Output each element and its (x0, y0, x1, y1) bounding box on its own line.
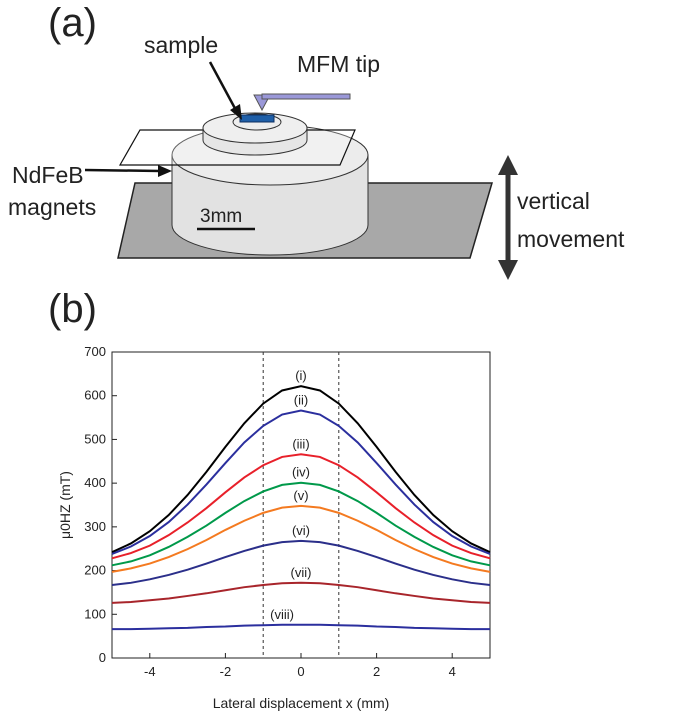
series-line (111, 539, 491, 586)
y-axis-label: μ0HZ (mT) (57, 471, 73, 539)
x-axis-label: Lateral displacement x (mm) (213, 695, 390, 711)
series-label: (iv) (292, 465, 310, 480)
y-tick-label: 600 (84, 388, 106, 403)
y-tick-label: 500 (84, 431, 106, 446)
panel-label: (a) (48, 1, 97, 45)
arrow (208, 61, 240, 115)
y-tick-label: 0 (99, 650, 106, 665)
y-tick-label: 400 (84, 475, 106, 490)
series-line (111, 581, 491, 604)
arrow-head (498, 260, 518, 280)
series-line (111, 504, 491, 573)
series-line (111, 385, 491, 554)
arrow-head (498, 155, 518, 175)
label: vertical (517, 188, 590, 214)
label: sample (144, 32, 218, 58)
diagram: (a) sample MFM tip NdFeB magnets 3mm ver… (8, 1, 625, 280)
series-line (111, 481, 491, 567)
y-tick-label: 100 (84, 606, 106, 621)
series-line (111, 409, 491, 555)
x-tick-label: 2 (373, 664, 380, 679)
arrow-head (158, 165, 172, 177)
series-label: (v) (293, 488, 308, 503)
sample (239, 114, 275, 123)
series-label: (vi) (292, 523, 310, 538)
series-label: (iii) (292, 436, 309, 451)
arrow-head (230, 104, 242, 120)
label: magnets (8, 194, 96, 220)
series-label: (i) (295, 368, 307, 383)
series-label: (ii) (294, 393, 308, 408)
label: 3mm (200, 206, 242, 227)
y-tick-label: 300 (84, 519, 106, 534)
label: MFM tip (297, 51, 380, 77)
arrow (84, 168, 161, 173)
panel-label: (b) (48, 287, 97, 331)
series-label: (vii) (291, 565, 312, 580)
y-tick-label: 200 (84, 563, 106, 578)
series-label: (viii) (270, 607, 294, 622)
cantilever (261, 93, 351, 100)
chart: (b) Lateral displacement x (mm) μ0HZ (mT… (48, 287, 491, 711)
label: NdFeB (12, 162, 84, 188)
x-tick-label: -4 (144, 664, 156, 679)
y-tick-label: 700 (84, 344, 106, 359)
label: movement (517, 226, 625, 252)
series-line (112, 623, 490, 631)
x-tick-label: -2 (220, 664, 232, 679)
x-tick-label: 4 (449, 664, 456, 679)
x-tick-label: 0 (297, 664, 304, 679)
series-line (111, 453, 491, 560)
